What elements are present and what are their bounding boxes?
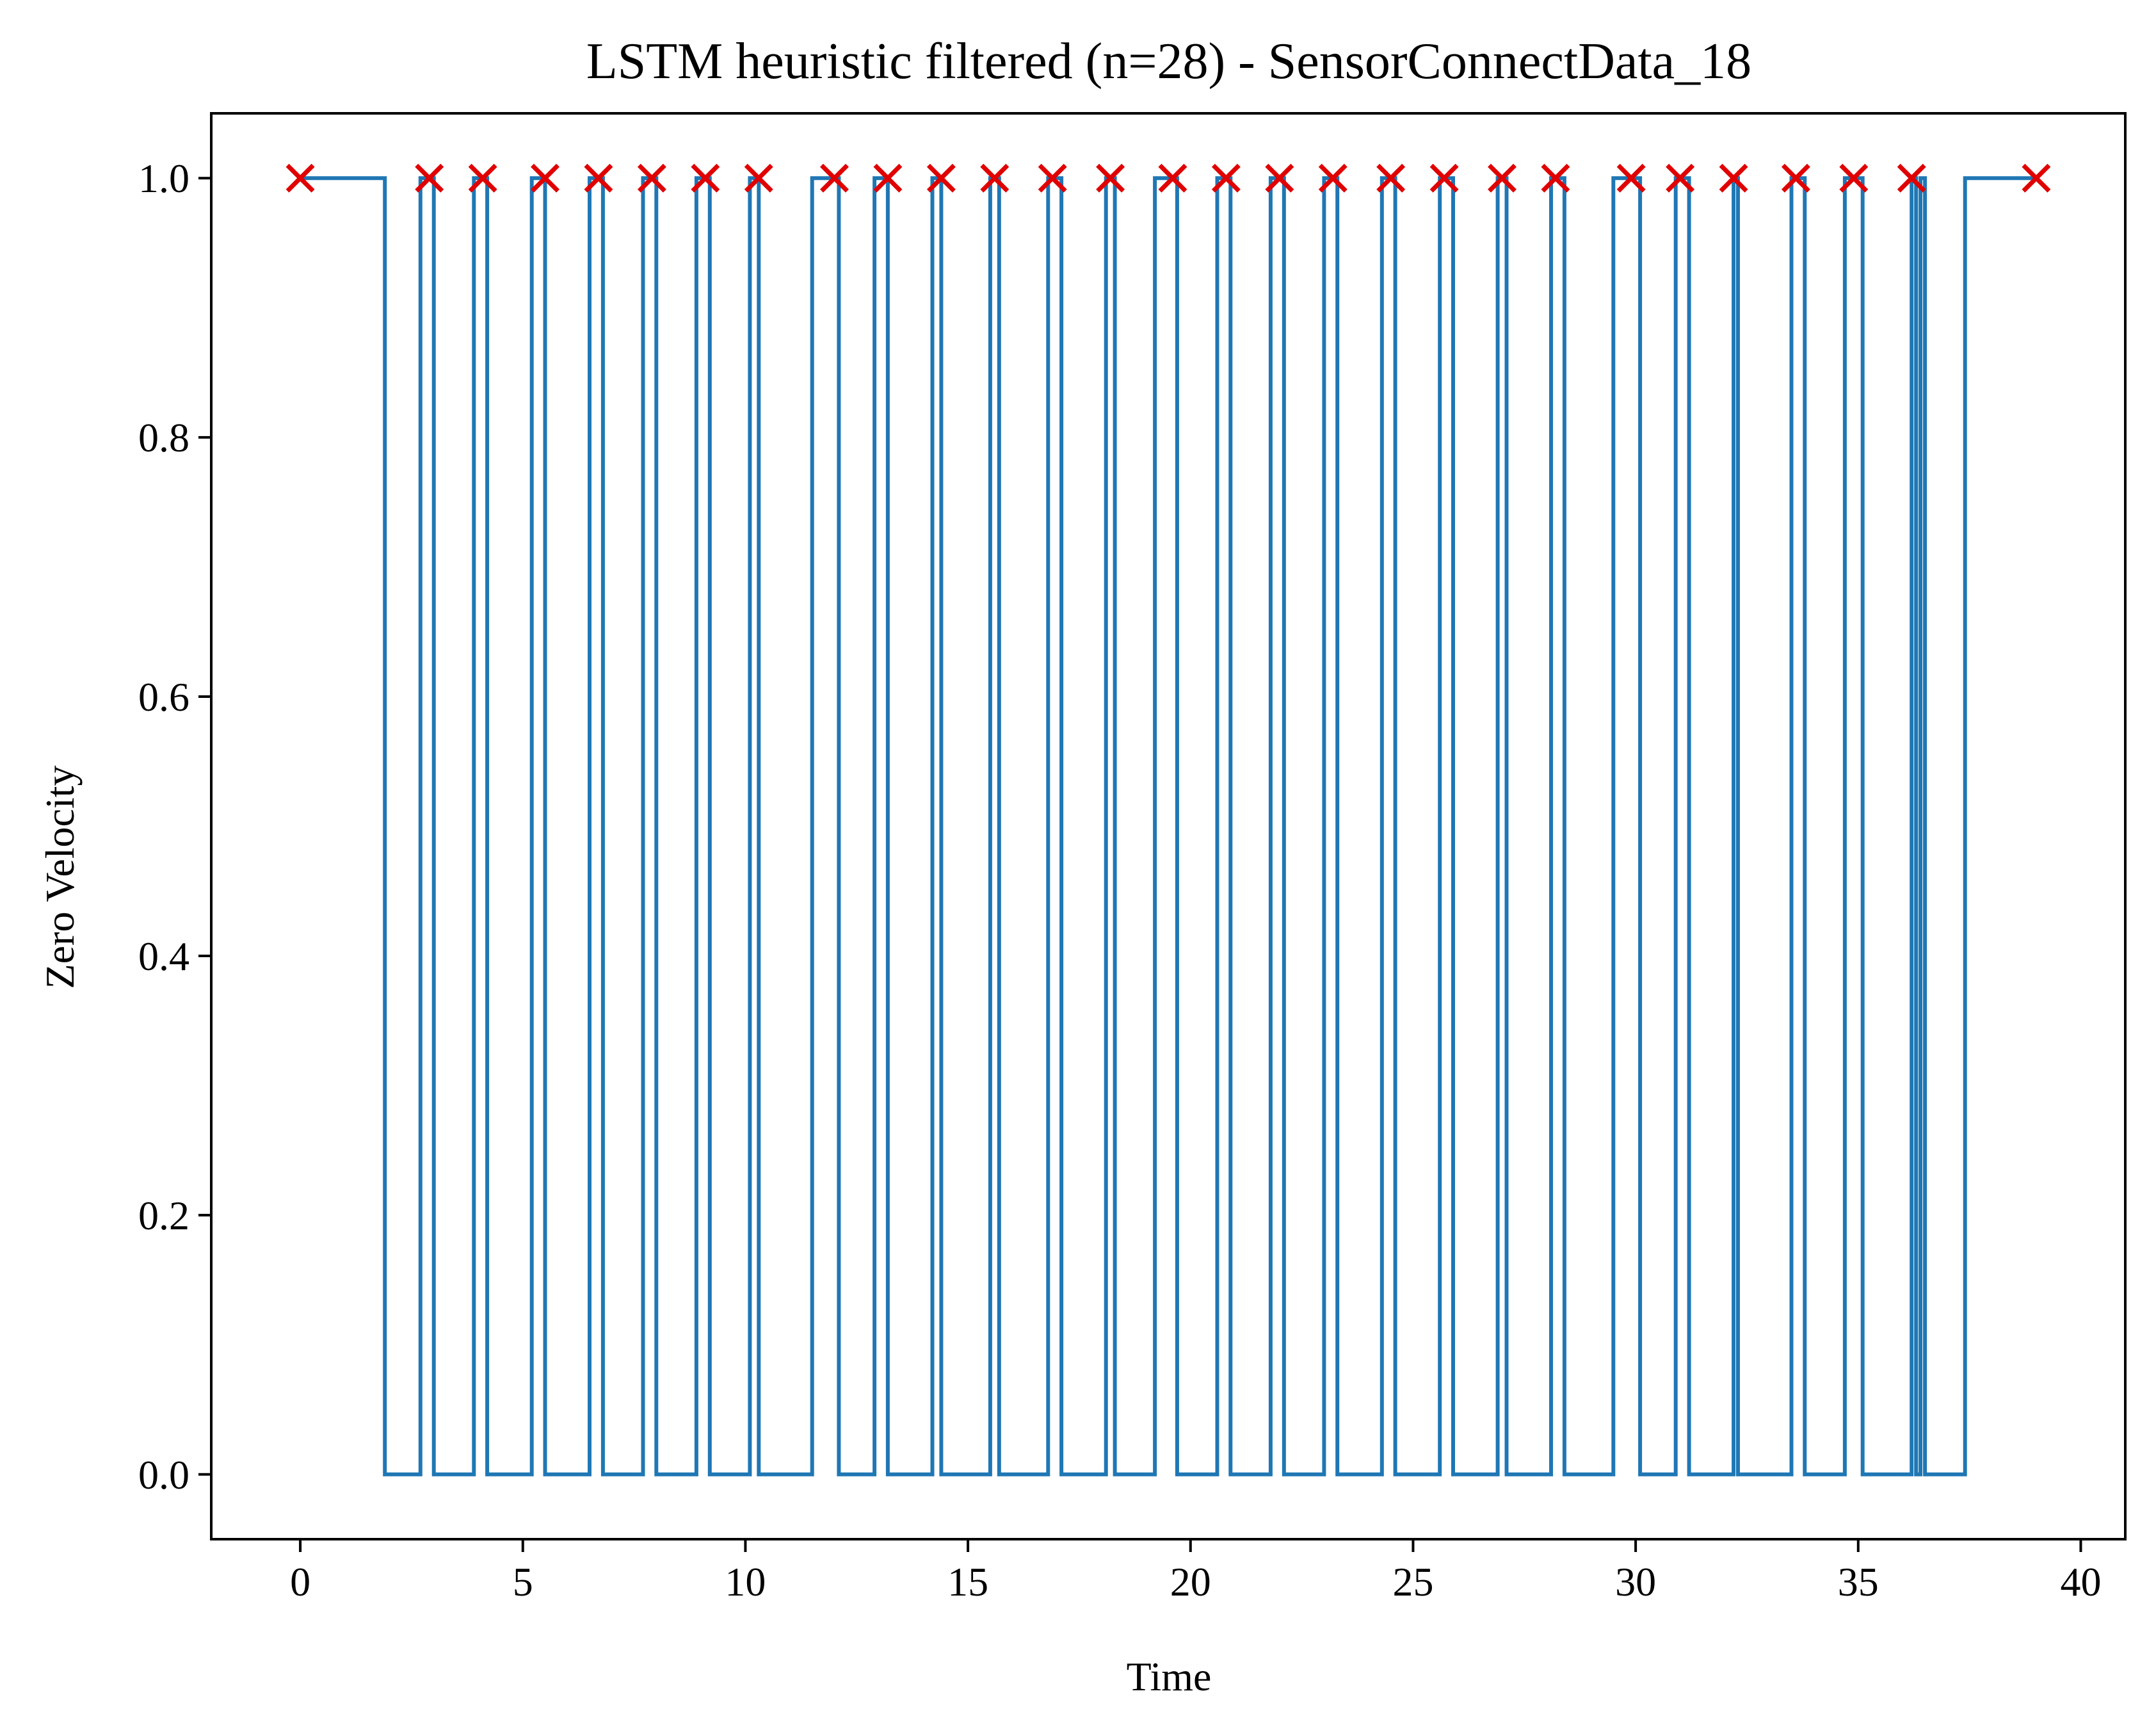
detection-marker	[873, 163, 903, 193]
detection-marker	[691, 163, 720, 193]
marker-stroke	[468, 163, 497, 193]
detection-marker	[1541, 163, 1570, 193]
marker-stroke	[1096, 163, 1125, 193]
marker-stroke	[584, 163, 613, 193]
detection-marker	[415, 163, 444, 193]
y-tick-label: 0.0	[138, 1452, 189, 1498]
x-tick-label: 40	[2060, 1559, 2101, 1605]
y-tick-label: 0.4	[138, 934, 189, 979]
marker-stroke	[1541, 163, 1570, 193]
y-tick-label: 0.6	[138, 674, 189, 720]
marker-stroke	[1038, 163, 1067, 193]
detection-marker	[1781, 163, 1810, 193]
marker-stroke	[637, 163, 666, 193]
marker-stroke	[1666, 163, 1695, 193]
marker-stroke	[286, 163, 315, 193]
marker-stroke	[744, 163, 773, 193]
x-tick-label: 35	[1838, 1559, 1879, 1605]
detection-marker	[468, 163, 497, 193]
x-tick-label: 30	[1615, 1559, 1656, 1605]
detection-marker	[980, 163, 1010, 193]
detection-marker	[926, 163, 956, 193]
detection-marker	[744, 163, 773, 193]
x-tick-label: 10	[725, 1559, 766, 1605]
x-tick-label: 0	[290, 1559, 310, 1605]
detection-marker	[2022, 163, 2051, 193]
marker-stroke	[1839, 163, 1869, 193]
marker-stroke	[1318, 163, 1348, 193]
x-tick-label: 15	[947, 1559, 988, 1605]
marker-stroke	[1158, 163, 1187, 193]
detection-marker	[286, 163, 315, 193]
zero-velocity-step-line	[300, 176, 2036, 1476]
detection-marker	[1488, 163, 1516, 193]
detection-marker	[1158, 163, 1187, 193]
marker-stroke	[820, 163, 849, 193]
marker-stroke	[2022, 163, 2051, 193]
marker-stroke	[415, 163, 444, 193]
detection-marker	[1096, 163, 1125, 193]
plot-area	[286, 163, 2051, 1476]
x-tick-label: 25	[1392, 1559, 1433, 1605]
marker-stroke	[1488, 163, 1516, 193]
y-tick-label: 1.0	[138, 156, 189, 201]
x-tick-label: 20	[1170, 1559, 1211, 1605]
chart-title: LSTM heuristic filtered (n=28) - SensorC…	[586, 33, 1751, 90]
marker-stroke	[980, 163, 1010, 193]
marker-stroke	[531, 163, 559, 193]
marker-stroke	[691, 163, 720, 193]
x-tick-label: 5	[513, 1559, 533, 1605]
marker-stroke	[1719, 163, 1748, 193]
detection-marker	[637, 163, 666, 193]
axis-ticks: 0 5 10 15 20 25 30 35 40 0.0 0.2 0.4 0.6 0.8 1.0	[138, 156, 2101, 1605]
detection-marker	[1666, 163, 1695, 193]
detection-marker	[531, 163, 559, 193]
x-axis-label: Time	[1127, 1654, 1212, 1699]
detection-marker	[584, 163, 613, 193]
marker-stroke	[1376, 163, 1406, 193]
marker-stroke	[873, 163, 903, 193]
detection-marker	[1211, 163, 1241, 193]
marker-stroke	[926, 163, 956, 193]
marker-stroke	[1897, 163, 1926, 193]
detection-marker	[1719, 163, 1748, 193]
marker-stroke	[1429, 163, 1459, 193]
y-tick-label: 0.2	[138, 1193, 189, 1238]
detection-marker	[1376, 163, 1406, 193]
detection-marker	[1897, 163, 1926, 193]
marker-stroke	[1616, 163, 1646, 193]
y-axis-label: Zero Velocity	[37, 766, 83, 989]
detection-marker	[1839, 163, 1869, 193]
marker-stroke	[1265, 163, 1294, 193]
y-tick-label: 0.8	[138, 415, 189, 460]
marker-stroke	[1211, 163, 1241, 193]
marker-stroke	[1781, 163, 1810, 193]
detection-marker	[1429, 163, 1459, 193]
axes-frame	[210, 112, 2127, 1540]
detection-marker	[1616, 163, 1646, 193]
detection-marker	[820, 163, 849, 193]
detection-marker	[1038, 163, 1067, 193]
detection-marker	[1318, 163, 1348, 193]
detection-marker	[1265, 163, 1294, 193]
